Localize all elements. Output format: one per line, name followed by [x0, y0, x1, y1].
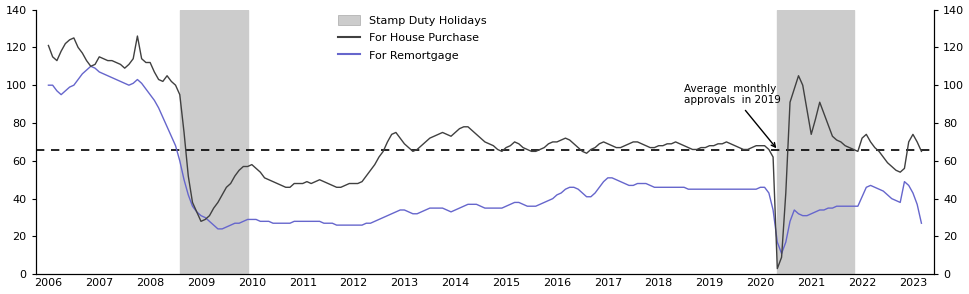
Bar	[179, 10, 247, 274]
Legend: Stamp Duty Holidays, For House Purchase, For Remortgage: Stamp Duty Holidays, For House Purchase,…	[337, 15, 486, 61]
Text: Average  monthly
approvals  in 2019: Average monthly approvals in 2019	[683, 84, 780, 147]
Bar	[776, 10, 853, 274]
